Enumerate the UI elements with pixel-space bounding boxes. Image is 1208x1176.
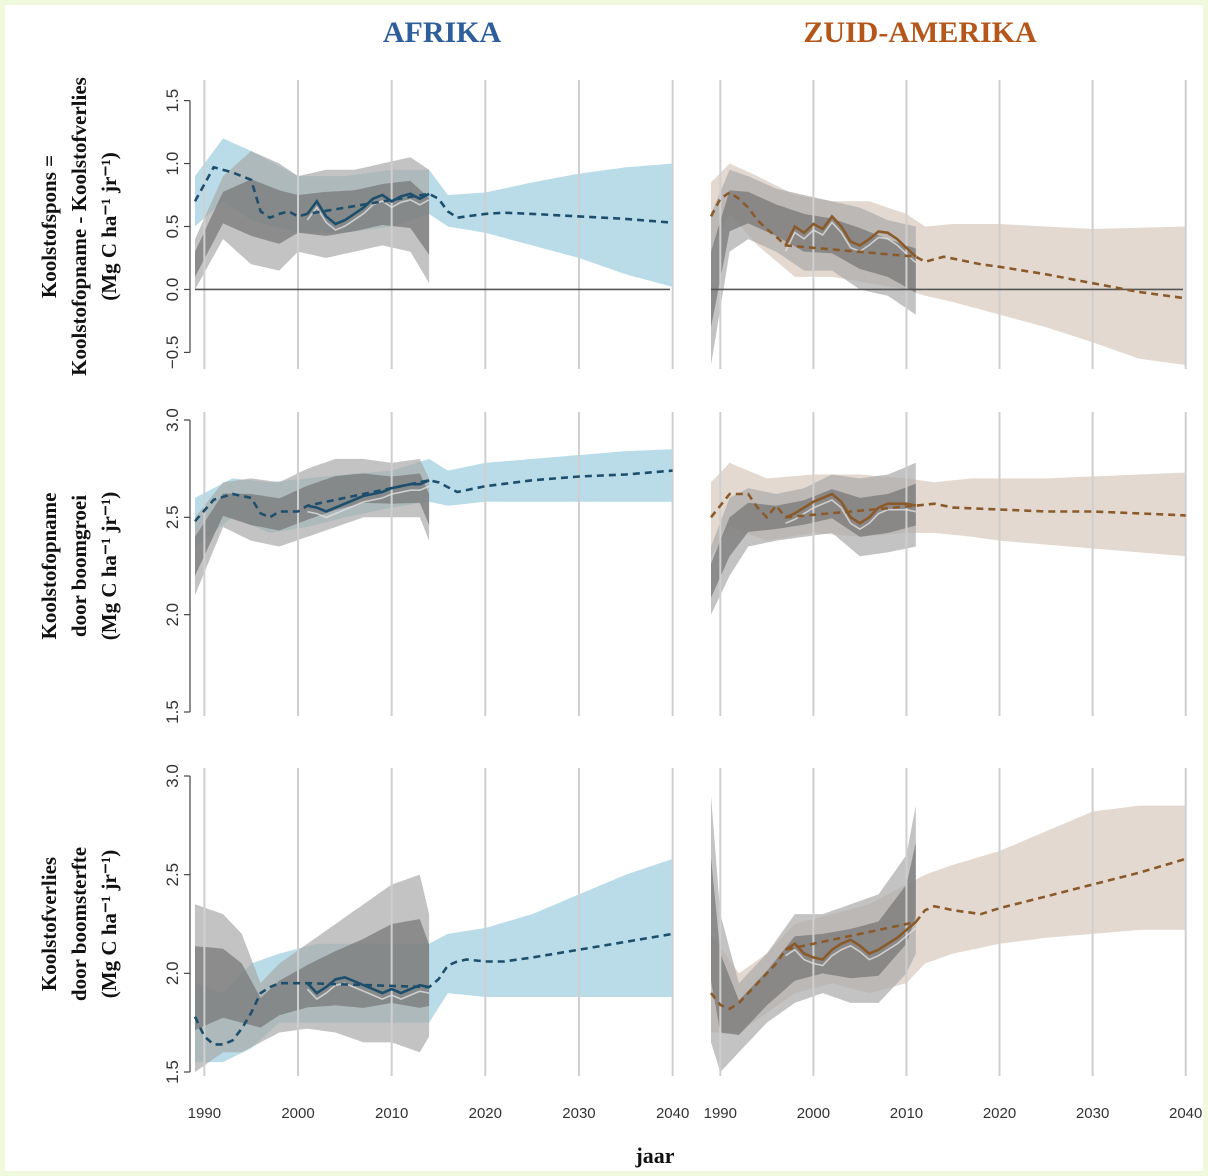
observed-light-line — [785, 499, 916, 531]
y-axis: 1.5 2.0 2.5 3.0 — [163, 408, 191, 724]
row-label-3: Koolstofverlies door boomsterfte (Mg C ha⁻… — [37, 847, 121, 1001]
row-label-line: Koolstofopname — [37, 493, 61, 640]
panel-africa-row2: 1.5 2.0 2.5 3.0 — [163, 408, 674, 724]
y-tick-label: 2.5 — [163, 863, 182, 887]
row-label-1: Koolstofspons = Koolstofopname - Koolstof… — [37, 77, 121, 376]
row-labels: Koolstofspons = Koolstofopname - Koolstof… — [37, 77, 121, 1001]
observed-line — [307, 479, 430, 513]
row-label-line: Koolstofopname - Koolstofverlies — [67, 77, 91, 376]
panels: −0.5 0.0 0.5 1.0 1.5 1.5 2.0 2.5 3.0 1.5 2.0 2.5 3.0… — [163, 80, 1202, 1122]
y-tick-label: 1.5 — [163, 89, 182, 113]
x-tick-label: 2020 — [469, 1105, 502, 1122]
observed-line — [306, 192, 430, 226]
observed-band-inner — [711, 483, 916, 598]
y-tick-label: 1.5 — [163, 1060, 182, 1084]
y-tick-label: 2.0 — [163, 961, 182, 985]
panel-africa-row1: −0.5 0.0 0.5 1.0 1.5 — [163, 80, 674, 370]
x-tick-label: 2040 — [1169, 1105, 1202, 1122]
row-label-line: (Mg C ha⁻¹ jr⁻¹) — [97, 152, 121, 300]
panel-africa-row3: 1.5 2.0 2.5 3.0 1990 2000 2010 2020 2030 2040 — [163, 764, 689, 1122]
title-south-america: ZUID-AMERIKA — [803, 16, 1037, 49]
observed-line — [784, 492, 917, 525]
y-axis: 1.5 2.0 2.5 3.0 — [163, 764, 191, 1084]
observed-band-inner — [195, 179, 430, 277]
observed-light-line — [784, 221, 917, 264]
y-tick-label: 1.5 — [163, 700, 182, 724]
panel-south_america-row2 — [709, 412, 1187, 716]
observed-line — [784, 921, 917, 961]
uncertainty-band — [195, 138, 673, 287]
row-label-line: Koolstofverlies — [37, 857, 61, 991]
x-tick-label: 2040 — [656, 1105, 689, 1122]
title-africa: AFRIKA — [383, 16, 502, 49]
y-tick-label: −0.5 — [163, 336, 182, 370]
x-tick-label: 2010 — [375, 1105, 408, 1122]
y-tick-label: 3.0 — [163, 408, 182, 432]
projection-line — [709, 492, 1186, 520]
x-tick-label: 2020 — [983, 1105, 1016, 1122]
projection-line — [193, 165, 673, 224]
panel-south_america-row1 — [709, 80, 1187, 369]
y-tick-label: 0.0 — [163, 278, 182, 302]
observed-light-line — [306, 982, 430, 1001]
observed-band-inner — [195, 473, 430, 576]
y-axis: −0.5 0.0 0.5 1.0 1.5 — [163, 89, 191, 370]
row-label-2: Koolstofopname door boomgroei (Mg C ha⁻¹ j… — [37, 492, 121, 640]
row-label-line: door boomsterfte — [67, 847, 91, 1001]
observed-light-line — [785, 927, 917, 967]
observed-line — [784, 214, 917, 258]
panel-south_america-row3: 1990 2000 2010 2020 2030 2040 — [704, 768, 1202, 1122]
x-tick-label: 2030 — [562, 1105, 595, 1122]
row-label-line: (Mg C ha⁻¹ jr⁻¹) — [97, 492, 121, 640]
observed-line — [306, 975, 430, 995]
row-label-line: door boomgroei — [67, 495, 91, 637]
projection-line — [709, 190, 1186, 300]
row-label-line: (Mg C ha⁻¹ jr⁻¹) — [97, 850, 121, 998]
x-axis-label: jaar — [634, 1143, 674, 1168]
y-tick-label: 3.0 — [163, 764, 182, 788]
x-tick-label: 1990 — [188, 1105, 221, 1122]
y-tick-label: 2.5 — [163, 505, 182, 529]
x-tick-label: 1990 — [704, 1105, 737, 1122]
observed-light-line — [306, 198, 430, 231]
x-tick-label: 2000 — [797, 1105, 830, 1122]
observed-light-line — [307, 485, 430, 519]
x-tick-label: 2030 — [1076, 1105, 1109, 1122]
observed-band-inner — [195, 919, 430, 1031]
row-label-line: Koolstofspons = — [37, 155, 61, 298]
x-tick-label: 2000 — [281, 1105, 314, 1122]
y-tick-label: 2.0 — [163, 603, 182, 627]
y-tick-label: 0.5 — [163, 215, 182, 239]
x-tick-label: 2010 — [890, 1105, 923, 1122]
y-tick-label: 1.0 — [163, 152, 182, 176]
